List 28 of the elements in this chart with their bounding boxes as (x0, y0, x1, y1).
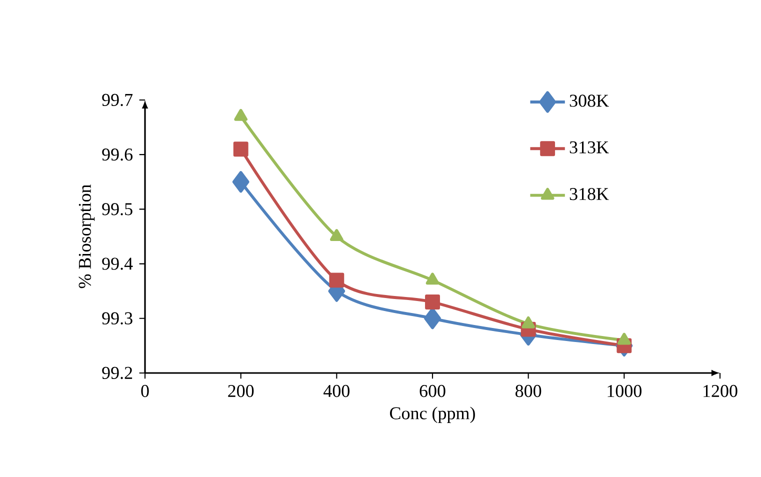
y-tick-label: 99.2 (102, 366, 132, 380)
point (522, 316, 535, 328)
y-tick-label: 99.6 (102, 148, 133, 161)
x-tick-label: 1000 (608, 384, 642, 398)
y-tick-label: 99.7 (102, 94, 133, 106)
point (232, 171, 250, 193)
x-tick-label: 0 (141, 384, 149, 398)
legend-label: 313K (570, 141, 609, 154)
y-tick-label: 99.5 (102, 203, 132, 216)
point (425, 294, 440, 310)
y-axis-title: % Biosorption (78, 184, 95, 288)
x-tick-label: 400 (324, 384, 350, 398)
point (329, 272, 344, 288)
x-tick-label: 800 (516, 384, 542, 398)
x-tick-label: 600 (420, 384, 446, 398)
legend-label: 318K (570, 188, 609, 200)
point (426, 272, 440, 285)
x-tick-label: 200 (228, 384, 254, 398)
x-tick-label: 1200 (704, 384, 738, 398)
point (234, 108, 248, 121)
point (618, 332, 631, 345)
point (330, 229, 344, 241)
y-tick-label: 99.4 (102, 258, 133, 270)
y-tick-label: 99.3 (102, 312, 132, 324)
legend-label: 308K (570, 94, 609, 107)
x-axis-title: Conc (ppm) (390, 406, 475, 424)
point (424, 308, 441, 330)
point (233, 142, 248, 157)
